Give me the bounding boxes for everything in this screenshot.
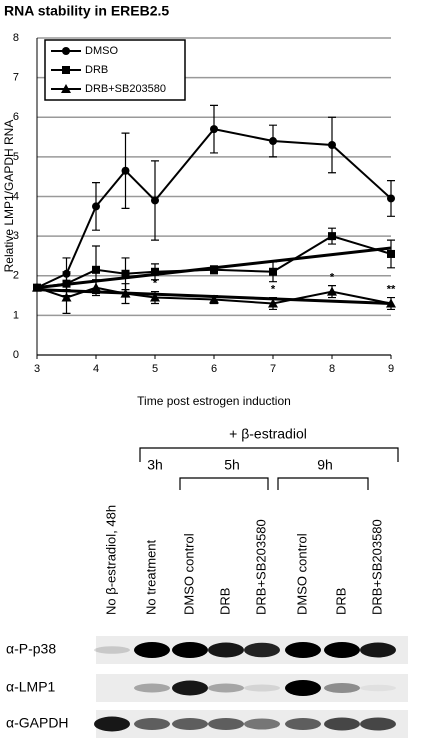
x-tick-label: 7 [270,363,276,375]
point [328,232,336,241]
y-tick-label: 8 [13,32,19,44]
row-label: α-GAPDH [6,715,69,731]
lane-label: No treatment [143,539,158,615]
band [285,680,321,696]
x-tick-label: 5 [152,363,158,375]
point [327,286,337,296]
brackets [139,447,399,490]
y-tick-label: 7 [13,72,19,84]
row-label: α-LMP1 [6,679,56,695]
point [210,125,218,134]
point [61,292,72,302]
bracket [277,477,369,490]
lane-label: No β-estradiol, 48h [103,505,118,615]
point [210,265,218,274]
lane-label: DRB+SB203580 [253,519,268,615]
band [244,684,280,692]
legend-label: DRB [85,64,108,76]
point [121,269,130,278]
y-tick-label: 6 [13,111,19,123]
point [151,196,159,205]
point [92,202,100,211]
legend-marker [62,47,70,55]
band [208,642,244,658]
band [324,642,360,658]
band [360,642,396,658]
band [94,646,130,654]
y-axis-label: Relative LMP1/GAPDH RNA [2,120,16,273]
point [92,265,100,274]
x-tick-label: 8 [329,363,335,375]
point [121,166,130,175]
point [387,249,395,258]
band [360,717,396,731]
x-tick-label: 6 [211,363,217,375]
chart-title: RNA stability in EREB2.5 [4,3,169,19]
series-line [36,235,392,289]
band [94,716,130,732]
point [386,298,396,308]
band [172,718,208,730]
band [208,718,244,730]
lane-label: DRB+SB203580 [369,519,384,615]
point [32,282,42,292]
timepoint-label: 3h [147,457,163,473]
band [244,642,280,658]
band [285,642,321,658]
x-tick-label: 9 [388,363,394,375]
band [134,683,170,693]
bracket [179,477,269,490]
point [91,282,101,292]
annotation: * [271,283,276,295]
band [208,683,244,693]
legend-label: DMSO [85,45,118,57]
y-tick-label: 2 [13,270,19,282]
y-tick-label: 1 [13,309,19,321]
bracket [139,447,399,462]
x-tick-label: 4 [93,363,99,375]
y-tick-label: 3 [13,230,19,242]
lane-label: DMSO control [181,533,196,615]
blot-panel [96,674,408,702]
band [360,684,396,692]
point [328,140,336,149]
band [324,717,360,731]
point [268,298,278,308]
band [172,680,208,696]
point [269,267,277,276]
x-axis-label: Time post estrogen induction [137,394,291,408]
y-tick-label: 4 [13,190,19,202]
band [134,718,170,730]
treatment-label: + β-estradiol [229,426,307,442]
point [387,194,395,203]
timepoint-label: 5h [224,457,240,473]
annotation: ** [387,283,396,295]
x-tick-label: 3 [34,363,40,375]
lane-label: DMSO control [294,533,309,615]
legend-marker [62,66,70,74]
annotation: * [153,278,158,290]
timepoint-label: 9h [317,457,333,473]
point [151,267,159,276]
lane-label: DRB [217,588,232,615]
legend-label: DRB+SB203580 [85,83,166,95]
legend-marker [61,84,71,93]
band [134,642,170,658]
band [244,718,280,730]
point [269,137,277,146]
point [150,292,160,302]
lane-label: DRB [333,588,348,615]
y-tick-label: 5 [13,151,19,163]
band [324,683,360,693]
point [120,288,131,298]
annotation: * [330,272,335,284]
band [172,642,208,658]
band [285,718,321,730]
y-tick-label: 0 [13,349,19,361]
point [209,294,219,304]
row-label: α-P-p38 [6,641,56,657]
